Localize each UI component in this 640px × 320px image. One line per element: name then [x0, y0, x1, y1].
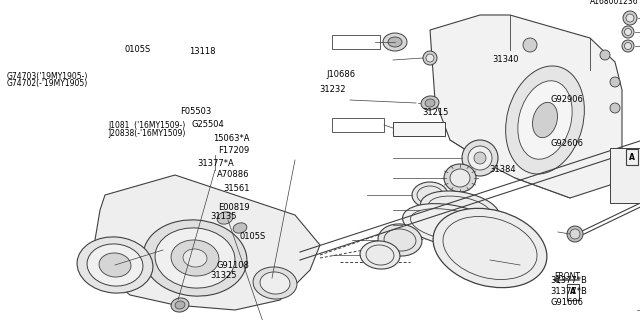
Ellipse shape — [171, 240, 219, 276]
Text: G91606: G91606 — [550, 298, 584, 307]
Text: G25504: G25504 — [191, 120, 224, 129]
Ellipse shape — [444, 164, 476, 192]
Text: J20838(-'16MY1509): J20838(-'16MY1509) — [109, 129, 186, 138]
Text: 31135: 31135 — [211, 212, 237, 221]
Text: 31215: 31215 — [422, 108, 449, 117]
Ellipse shape — [433, 208, 547, 288]
Text: E00819: E00819 — [218, 203, 250, 212]
Ellipse shape — [383, 33, 407, 51]
Text: A: A — [570, 287, 576, 297]
Text: G91108: G91108 — [217, 261, 250, 270]
Ellipse shape — [474, 152, 486, 164]
Ellipse shape — [617, 155, 640, 195]
Ellipse shape — [77, 237, 153, 293]
Ellipse shape — [624, 162, 640, 188]
Text: A: A — [629, 153, 635, 162]
Ellipse shape — [468, 146, 492, 170]
Ellipse shape — [506, 66, 584, 174]
Ellipse shape — [143, 220, 247, 296]
Text: A70886: A70886 — [217, 170, 250, 179]
Bar — [393, 122, 445, 136]
Text: FRONT: FRONT — [554, 272, 580, 281]
Ellipse shape — [183, 249, 207, 267]
Ellipse shape — [610, 77, 620, 87]
Ellipse shape — [253, 267, 297, 299]
Ellipse shape — [260, 272, 290, 294]
Ellipse shape — [155, 228, 235, 288]
Ellipse shape — [171, 298, 189, 312]
Text: G74703('19MY1905-): G74703('19MY1905-) — [6, 72, 88, 81]
Ellipse shape — [462, 140, 498, 176]
Ellipse shape — [622, 40, 634, 52]
Ellipse shape — [425, 99, 435, 107]
Ellipse shape — [87, 244, 143, 286]
Text: 31340: 31340 — [492, 55, 519, 64]
Bar — [626, 148, 638, 165]
Text: 31377*A: 31377*A — [197, 159, 234, 168]
Bar — [567, 284, 579, 300]
Text: 15063*A: 15063*A — [213, 134, 250, 143]
Text: G74702(-'19MY1905): G74702(-'19MY1905) — [6, 79, 88, 88]
Ellipse shape — [625, 28, 632, 36]
Ellipse shape — [570, 229, 580, 239]
Bar — [610, 148, 640, 203]
Text: 31232: 31232 — [319, 85, 346, 94]
Ellipse shape — [532, 102, 557, 138]
Ellipse shape — [523, 38, 537, 52]
Ellipse shape — [360, 241, 400, 269]
Ellipse shape — [626, 14, 634, 22]
Text: 13118: 13118 — [189, 47, 215, 56]
Ellipse shape — [426, 54, 434, 62]
Ellipse shape — [623, 11, 637, 25]
Text: 0105S: 0105S — [239, 232, 266, 241]
Ellipse shape — [175, 301, 185, 309]
Text: G92906: G92906 — [550, 95, 583, 104]
Text: J10686: J10686 — [326, 70, 356, 79]
Text: 31377*B: 31377*B — [550, 276, 588, 285]
Text: 31561: 31561 — [223, 184, 250, 193]
Text: 31325: 31325 — [211, 271, 237, 280]
Ellipse shape — [423, 51, 437, 65]
Ellipse shape — [423, 125, 437, 135]
Polygon shape — [430, 15, 622, 198]
Ellipse shape — [217, 212, 233, 224]
Ellipse shape — [600, 50, 610, 60]
Ellipse shape — [567, 226, 583, 242]
Polygon shape — [95, 175, 320, 310]
Ellipse shape — [625, 43, 632, 50]
Ellipse shape — [421, 96, 439, 110]
Text: F17209: F17209 — [218, 146, 250, 155]
Ellipse shape — [388, 37, 402, 47]
Bar — [332, 118, 384, 132]
Text: A168001236: A168001236 — [590, 0, 639, 6]
Ellipse shape — [99, 253, 131, 277]
Text: F05503: F05503 — [180, 108, 211, 116]
Ellipse shape — [518, 81, 572, 159]
Ellipse shape — [378, 224, 422, 256]
Ellipse shape — [622, 26, 634, 38]
Bar — [332, 35, 380, 49]
Ellipse shape — [412, 182, 448, 208]
Text: J1081  ('16MY1509-): J1081 ('16MY1509-) — [109, 121, 186, 130]
Ellipse shape — [233, 223, 247, 233]
Text: G92606: G92606 — [550, 139, 584, 148]
Ellipse shape — [420, 191, 499, 229]
Text: 31384: 31384 — [490, 165, 516, 174]
Text: 0105S: 0105S — [124, 45, 151, 54]
Text: 31377*B: 31377*B — [550, 287, 588, 296]
Ellipse shape — [450, 169, 470, 187]
Ellipse shape — [403, 204, 497, 246]
Ellipse shape — [610, 103, 620, 113]
